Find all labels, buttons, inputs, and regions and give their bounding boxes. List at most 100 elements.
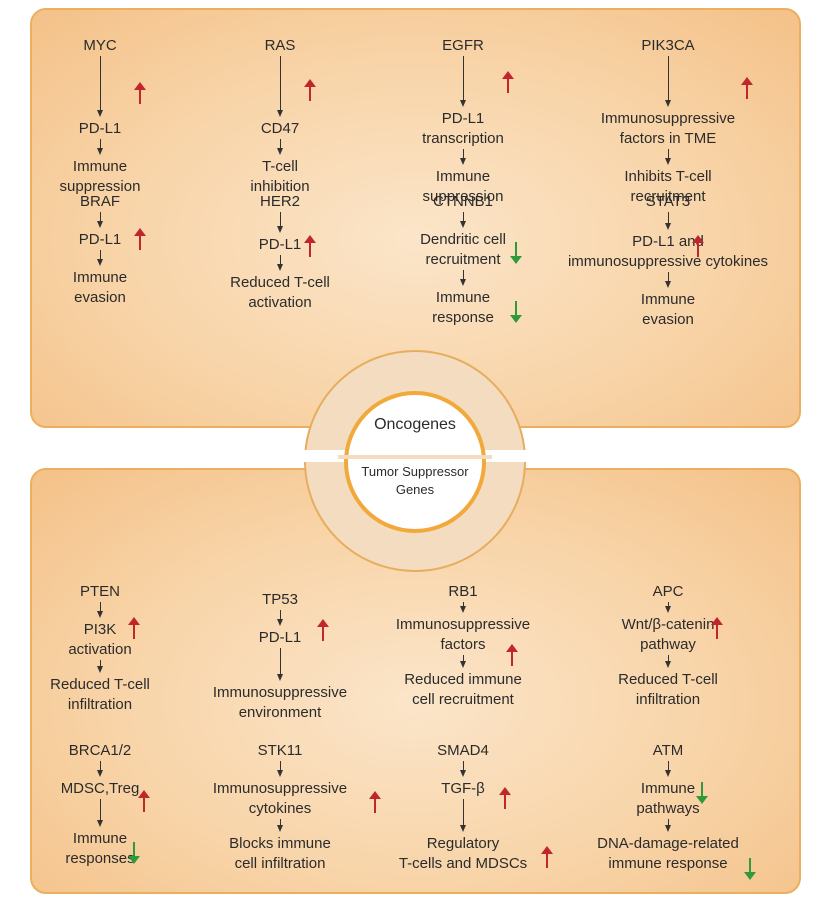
oncogenes-gene-block-her2: HER2 PD-L1 Reduced T-cell activation <box>150 192 410 332</box>
increase-arrow-icon <box>369 791 381 813</box>
outcome-label: Immune <box>435 168 491 185</box>
increase-arrow-icon-tip <box>711 617 723 625</box>
increase-arrow-icon-shaft <box>546 852 548 868</box>
decrease-arrow-icon-shaft <box>515 301 517 317</box>
increase-arrow-icon-tip <box>134 82 146 90</box>
oncogenes-gene-block-myc: MYC PD-L1 Immune suppression <box>0 36 230 195</box>
suppressors-gene-block-brca12: BRCA1/2 MDSC,Treg Immune responses <box>0 741 230 881</box>
suppressors-gene-block-tp53: TP53 PD-L1 Immunosuppressive environment <box>150 590 410 730</box>
increase-arrow-icon-shaft <box>507 77 509 93</box>
decrease-arrow-icon <box>696 782 708 804</box>
increase-arrow-icon-tip <box>304 235 316 243</box>
flow-arrow <box>96 56 103 117</box>
flow-arrow-stem <box>462 799 464 826</box>
increase-arrow-icon <box>128 617 140 639</box>
flow-arrow-head <box>276 110 283 117</box>
outcome-label: Immune <box>435 289 491 306</box>
oncogenes-gene-block-egfr: EGFR PD-L1 transcription Immune suppression <box>333 36 593 205</box>
oncogenes-gene-block-pik3ca: PIK3CA Immunosuppressive factors in TME Inh… <box>538 36 798 205</box>
decrease-arrow-icon <box>128 842 140 864</box>
outcome-label: Immunosuppressive <box>212 684 348 701</box>
flow-arrow <box>96 761 103 777</box>
flow-arrow-stem <box>279 610 281 620</box>
flow-arrow-stem <box>99 602 101 612</box>
flow-arrow <box>459 761 466 777</box>
increase-arrow-icon-tip <box>502 71 514 79</box>
flow-arrow-head <box>96 110 103 117</box>
gene-name: BRAF <box>79 193 120 210</box>
flow-arrow-head <box>96 666 103 673</box>
flow-arrow-stem <box>279 761 281 771</box>
outcome-label: suppression <box>422 188 504 205</box>
flow-arrow <box>96 212 103 228</box>
increase-arrow-icon-shaft <box>139 234 141 250</box>
increase-arrow-icon-shaft <box>374 797 376 813</box>
effect-label: MDSC,Treg <box>60 780 140 797</box>
outcome-label: infiltration <box>67 696 133 713</box>
outcome-label: cell infiltration <box>234 855 326 872</box>
flow-arrow-stem <box>667 819 669 826</box>
flow-arrow <box>276 761 283 777</box>
flow-arrow-head <box>459 100 466 107</box>
core-divider <box>338 455 492 459</box>
increase-arrow-icon-tip <box>138 790 150 798</box>
flow-arrow-head <box>276 770 283 777</box>
decrease-arrow-icon-tip <box>696 796 708 804</box>
increase-arrow-icon-shaft <box>511 650 513 666</box>
effect-label: TGF-β <box>441 780 485 797</box>
flow-arrow-head <box>664 223 671 230</box>
flow-arrow <box>276 212 283 233</box>
increase-arrow-icon-tip <box>317 619 329 627</box>
gene-name: PTEN <box>79 583 120 600</box>
increase-arrow-icon <box>317 619 329 641</box>
outcome-label: environment <box>238 704 322 721</box>
decrease-arrow-icon-tip <box>128 856 140 864</box>
effect-label: pathway <box>640 636 696 653</box>
flow-arrow <box>96 139 103 155</box>
outcome-label: responses <box>65 850 135 867</box>
gene-name: ATM <box>652 742 684 759</box>
outcome-label: suppression <box>59 178 141 195</box>
decrease-arrow-icon <box>744 858 756 880</box>
decrease-arrow-icon-tip <box>744 872 756 880</box>
flow-arrow-stem <box>667 655 669 662</box>
flow-arrow <box>664 819 671 832</box>
flow-arrow-head <box>664 100 671 107</box>
flow-arrow-stem <box>462 655 464 662</box>
gene-name: BRCA1/2 <box>68 742 132 759</box>
flow-arrow <box>276 255 283 271</box>
flow-arrow-head <box>276 674 283 681</box>
increase-arrow-icon <box>304 79 316 101</box>
increase-arrow-icon <box>506 644 518 666</box>
gene-name: CTNNB1 <box>432 193 493 210</box>
center-core <box>344 391 486 533</box>
effect-label: Wnt/β-catenin <box>621 616 715 633</box>
flow-arrow <box>664 655 671 668</box>
flow-arrow <box>459 655 466 668</box>
suppressor-label-line2: Genes <box>395 482 435 497</box>
effect-label: PD-L1 <box>441 110 485 127</box>
flow-arrow-head <box>96 259 103 266</box>
flow-arrow-stem <box>462 270 464 280</box>
effect-label: cytokines <box>248 800 312 817</box>
outcome-label: T-cells and MDSCs <box>398 855 528 872</box>
outcome-label: inhibition <box>250 178 310 195</box>
flow-arrow-stem <box>279 255 281 265</box>
flow-arrow-head <box>459 221 466 228</box>
flow-arrow <box>96 660 103 673</box>
flow-arrow-stem <box>99 250 101 260</box>
flow-arrow <box>459 56 466 107</box>
effect-label: Immunosuppressive <box>395 616 531 633</box>
outcome-label: response <box>432 309 494 326</box>
increase-arrow-icon-tip <box>304 79 316 87</box>
suppressors-gene-block-pten: PTEN PI3K activation Reduced T-cell infiltra… <box>0 582 230 722</box>
increase-arrow-icon-shaft <box>133 623 135 639</box>
increase-arrow-icon <box>134 228 146 250</box>
flow-arrow-stem <box>462 761 464 771</box>
outcome-label: Immune <box>72 158 128 175</box>
increase-arrow-icon-shaft <box>716 623 718 639</box>
increase-arrow-icon-shaft <box>309 85 311 101</box>
effect-label: activation <box>68 641 132 658</box>
gene-name: PIK3CA <box>641 37 695 54</box>
flow-arrow-head <box>96 820 103 827</box>
